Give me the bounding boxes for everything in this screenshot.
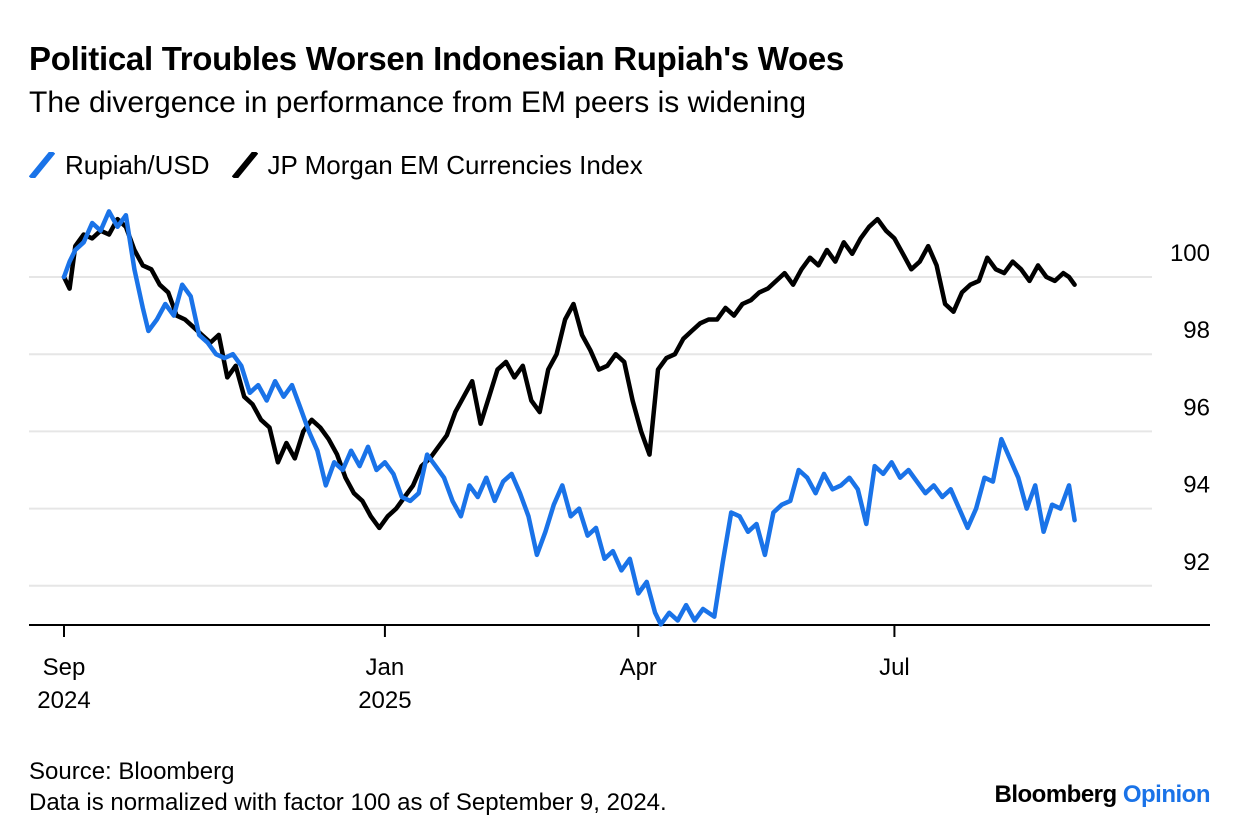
normalization-note: Data is normalized with factor 100 as of…	[29, 789, 667, 816]
legend-label-em-index: JP Morgan EM Currencies Index	[267, 149, 643, 180]
y-tick-label-92: 92	[1183, 549, 1210, 576]
x-tick-sublabel-2025: 2025	[358, 687, 411, 714]
brand-primary: Bloomberg	[994, 781, 1118, 808]
x-tick-label-jan: Jan	[366, 654, 405, 681]
x-tick-label-jul: Jul	[879, 654, 910, 681]
series-line-jp-morgan-em-index	[61, 216, 1077, 531]
brand-logo: Bloomberg Opinion	[995, 781, 1211, 809]
legend-label-rupiah: Rupiah/USD	[65, 149, 210, 180]
source-text: Source: Bloomberg	[29, 758, 235, 785]
chart-title: Political Troubles Worsen Indonesian Rup…	[29, 40, 844, 77]
series-line-rupiah-usd	[61, 209, 1077, 627]
y-tick-label-100: 100	[1170, 240, 1210, 267]
x-tick-label-apr: Apr	[620, 654, 657, 681]
legend-item-rupiah: Rupiah/USD	[29, 150, 210, 181]
chart-subtitle: The divergence in performance from EM pe…	[29, 86, 807, 119]
y-tick-label-98: 98	[1183, 317, 1210, 344]
y-tick-label-96: 96	[1183, 394, 1210, 421]
chart-legend: Rupiah/USD JP Morgan EM Currencies Index	[29, 148, 665, 182]
legend-swatch-rupiah	[29, 152, 55, 178]
x-tick-sublabel-2024: 2024	[37, 687, 90, 714]
y-tick-label-94: 94	[1183, 472, 1210, 499]
brand-secondary: Opinion	[1122, 781, 1211, 808]
legend-item-em-index: JP Morgan EM Currencies Index	[231, 149, 643, 181]
chart-source: Source: Bloomberg Data is normalized wit…	[29, 756, 667, 818]
x-tick-label-sep: Sep	[43, 654, 86, 681]
legend-swatch-em-index	[231, 152, 258, 178]
